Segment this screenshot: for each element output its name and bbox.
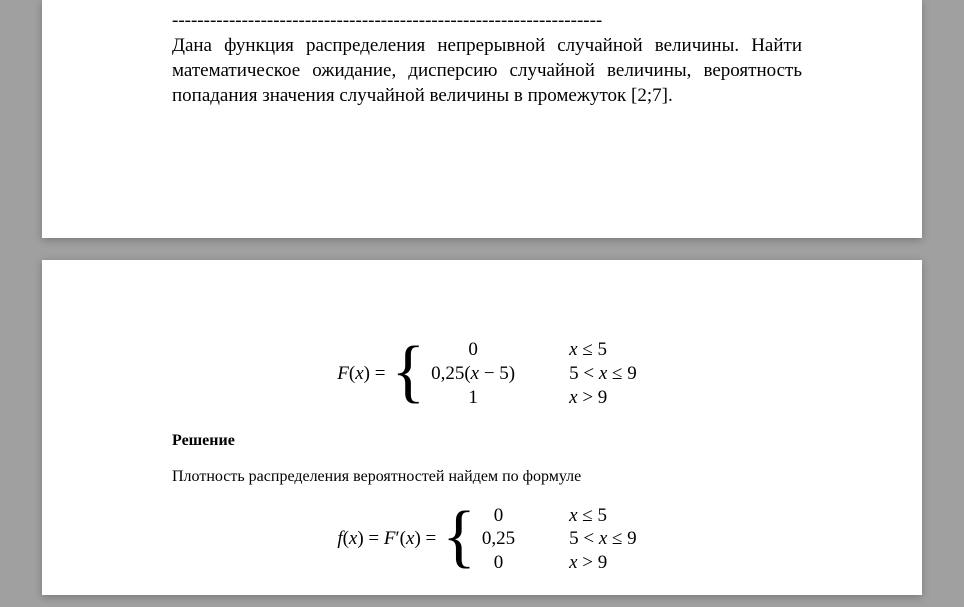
solution-heading: Решение: [172, 432, 802, 450]
case-val-1: 0: [468, 338, 478, 362]
case-cond-1: x ≤ 5: [569, 338, 607, 362]
formula-f: f(x) = F′(x) = { 0 0,25 0 x ≤ 5 5 < x ≤ …: [172, 504, 802, 575]
blank-space: [172, 108, 802, 198]
page-2-content: F(x) = { 0 0,25(x − 5) 1 x ≤ 5 5 < x ≤ 9…: [42, 260, 922, 595]
density-intro: Плотность распределения вероятностей най…: [172, 468, 802, 486]
page-1-content: ----------------------------------------…: [42, 0, 922, 238]
cases-values: 0 0,25(x − 5) 1: [431, 338, 515, 409]
case-val-2: 0,25(x − 5): [431, 362, 515, 386]
page-2: F(x) = { 0 0,25(x − 5) 1 x ≤ 5 5 < x ≤ 9…: [42, 260, 922, 595]
formula-F: F(x) = { 0 0,25(x − 5) 1 x ≤ 5 5 < x ≤ 9…: [172, 338, 802, 409]
page-1: ----------------------------------------…: [42, 0, 922, 238]
page-gap: [0, 238, 964, 260]
left-brace-2: {: [442, 508, 476, 570]
separator-dashes: ----------------------------------------…: [172, 8, 802, 33]
cases-values-2: 0 0,25 0: [482, 504, 515, 575]
case2-cond-2: 5 < x ≤ 9: [569, 527, 637, 551]
case-cond-3: x > 9: [569, 386, 607, 410]
cases-conditions-2: x ≤ 5 5 < x ≤ 9 x > 9: [569, 504, 637, 575]
problem-statement: Дана функция распределения непрерывной с…: [172, 33, 802, 108]
F-symbol: F(x) =: [337, 363, 385, 385]
formula-f-row: f(x) = F′(x) = { 0 0,25 0 x ≤ 5 5 < x ≤ …: [337, 504, 636, 575]
left-brace: {: [391, 343, 425, 405]
case2-val-3: 0: [494, 551, 504, 575]
case2-val-2: 0,25: [482, 527, 515, 551]
case2-cond-3: x > 9: [569, 551, 607, 575]
case-cond-2: 5 < x ≤ 9: [569, 362, 637, 386]
formula-F-row: F(x) = { 0 0,25(x − 5) 1 x ≤ 5 5 < x ≤ 9…: [337, 338, 636, 409]
case2-cond-1: x ≤ 5: [569, 504, 607, 528]
case2-val-1: 0: [494, 504, 504, 528]
cases-conditions: x ≤ 5 5 < x ≤ 9 x > 9: [569, 338, 637, 409]
case-val-3: 1: [468, 386, 478, 410]
f-lhs: f(x) = F′(x) =: [337, 528, 436, 550]
